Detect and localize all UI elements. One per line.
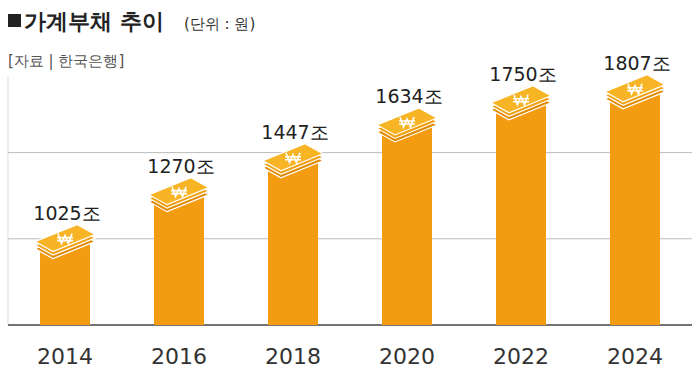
subtitle: (단위 : 원) <box>184 15 255 33</box>
bill <box>377 108 437 135</box>
won-sign <box>627 84 643 94</box>
bill <box>149 178 209 205</box>
bar <box>268 163 318 325</box>
bar <box>610 94 660 325</box>
won-sign <box>513 95 529 105</box>
grid-line <box>8 152 692 153</box>
bar <box>154 197 204 325</box>
data-label: 1807조 <box>603 52 670 74</box>
x-tick-label: 2014 <box>37 344 93 369</box>
y-axis-line <box>8 76 9 325</box>
data-label: 1750조 <box>489 63 556 85</box>
bar <box>382 127 432 325</box>
bars <box>40 94 660 325</box>
bill <box>605 75 665 102</box>
won-sign <box>399 117 415 127</box>
x-tick-label: 2016 <box>151 344 207 369</box>
data-label: 1447조 <box>261 121 328 143</box>
x-tick-label: 2022 <box>493 344 549 369</box>
data-label: 1025조 <box>33 202 100 224</box>
won-sign <box>285 153 301 163</box>
title: 가계부채 추이 <box>24 9 164 34</box>
x-tick-label: 2018 <box>265 344 321 369</box>
bill <box>263 144 323 171</box>
source: [자료 | 한국은행] <box>8 52 124 70</box>
title-marker <box>8 14 21 27</box>
bill <box>491 86 551 113</box>
won-sign <box>57 234 73 244</box>
bill <box>35 225 95 252</box>
chart: 가계부채 추이 (단위 : 원) [자료 | 한국은행] 1025조 1270조 1447… <box>0 0 700 389</box>
grid-line <box>8 238 692 239</box>
bar <box>496 105 546 325</box>
data-label: 1270조 <box>147 155 214 177</box>
icons <box>35 75 665 259</box>
won-sign <box>171 187 187 197</box>
data-label: 1634조 <box>375 85 442 107</box>
x-tick-label: 2024 <box>607 344 663 369</box>
x-tick-label: 2020 <box>379 344 435 369</box>
baseline <box>8 324 692 326</box>
